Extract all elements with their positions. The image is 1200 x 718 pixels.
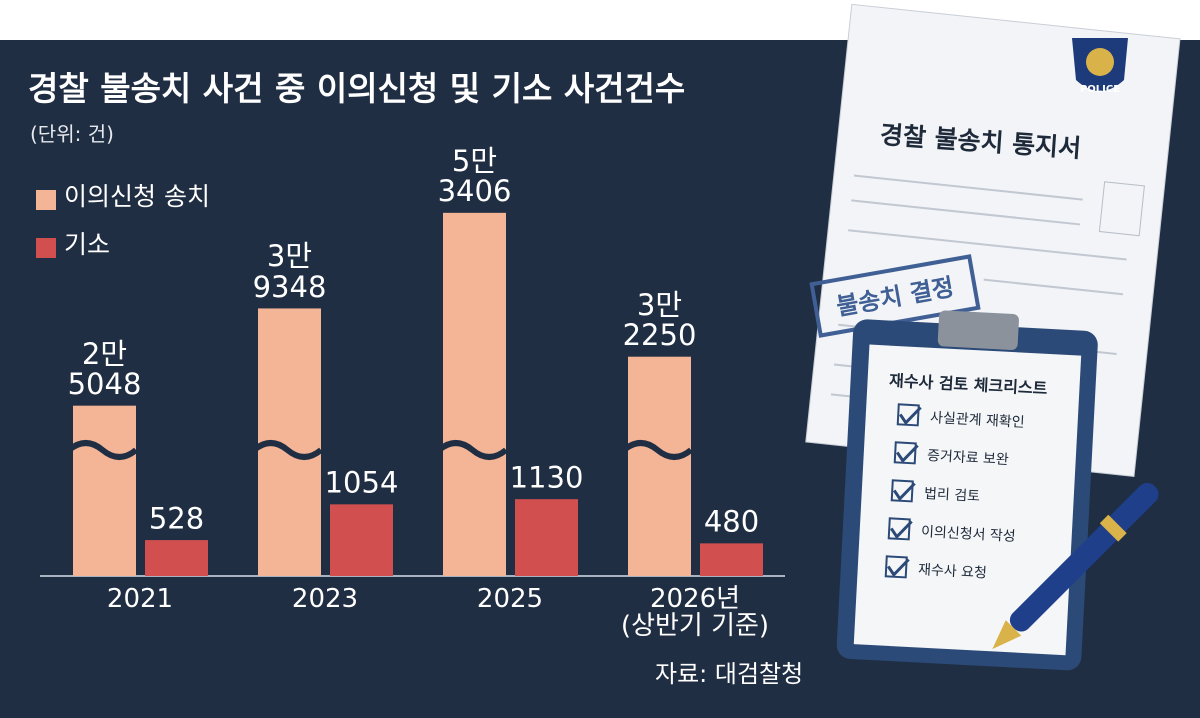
checkmark (887, 558, 910, 578)
source: 자료: 대검찰청 (655, 660, 804, 688)
axis-break (252, 440, 323, 460)
value-label: 528 (148, 501, 205, 536)
pen-band (1099, 514, 1127, 542)
value-label: 5만 3406 (437, 143, 512, 209)
bar (330, 504, 393, 576)
pen-nib (992, 620, 1022, 650)
clipboard-paper (853, 344, 1082, 656)
legend-swatch (36, 238, 56, 258)
checkbox (890, 479, 914, 503)
checkmark (893, 482, 916, 502)
checkbox (893, 441, 917, 465)
x-tick-label: 2026년 (상반기 기준) (620, 584, 770, 642)
pen (1009, 482, 1159, 632)
bar (145, 540, 208, 576)
bar (628, 356, 691, 576)
value-label: 480 (703, 504, 760, 539)
checklist-item: 증거자료 보완 (927, 448, 1010, 468)
axis-break (622, 440, 693, 460)
value-label: 1054 (324, 465, 399, 500)
bar (443, 212, 506, 576)
value-label: 3만 9348 (252, 239, 327, 304)
checkbox (896, 403, 920, 427)
checkmark (899, 406, 922, 426)
axis-break (67, 440, 138, 460)
checkmark (896, 444, 919, 464)
legend-label: 기소 (64, 230, 111, 259)
checkbox (884, 555, 908, 579)
checklist-item: 사실관계 재확인 (930, 410, 1025, 431)
bar (515, 499, 578, 576)
value-label: 1130 (509, 460, 584, 495)
legend-label: 이의신청 송치 (64, 182, 210, 211)
badge-emblem (1086, 48, 1114, 76)
x-tick-label: 2025 (476, 584, 544, 614)
subtitle: (단위: 건) (30, 122, 114, 146)
x-tick-label: 2023 (291, 584, 359, 614)
x-tick-label: 2021 (106, 584, 174, 614)
checkmark (890, 520, 913, 540)
axis-break (437, 440, 508, 460)
checklist-item: 이의신청서 작성 (921, 524, 1016, 545)
bar (700, 543, 763, 576)
value-label: 3만 2250 (622, 287, 697, 353)
checkbox (887, 517, 911, 541)
checklist-item: 재수사 요청 (918, 562, 988, 582)
legend-swatch (36, 190, 56, 210)
chart-title: 경찰 불송치 사건 중 이의신청 및 기소 사건건수 (28, 69, 686, 108)
checklist-item: 법리 검토 (924, 486, 981, 505)
badge-text: POLICE (1080, 84, 1120, 95)
doc-box (1098, 181, 1145, 237)
value-label: 2만 5048 (67, 336, 142, 402)
clip (937, 310, 1019, 350)
bar (73, 405, 136, 576)
